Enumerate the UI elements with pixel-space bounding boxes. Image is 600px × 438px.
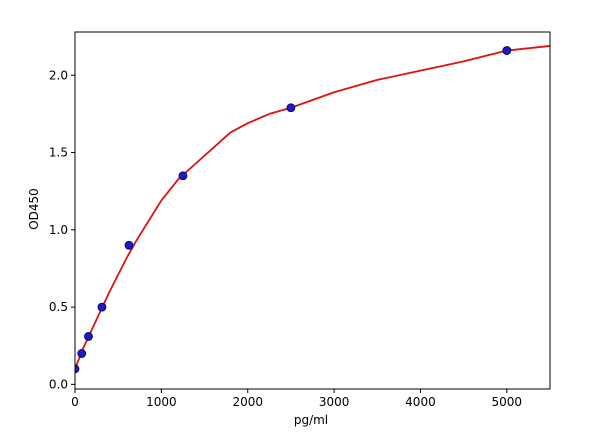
y-axis-label: OD450 [27,188,41,230]
x-tick-label: 3000 [319,395,350,409]
plot-frame [74,31,551,390]
data-point [84,332,93,341]
data-point [286,103,296,113]
fit-curve-line [75,45,550,370]
x-tick-label: 2000 [232,395,263,409]
y-tick-label: 1.5 [49,146,68,160]
x-tick-label: 0 [71,395,79,409]
y-tick-label: 1.0 [49,223,68,237]
x-tick-label: 1000 [146,395,177,409]
data-point [178,171,188,181]
y-tick-label: 2.0 [49,68,68,82]
data-point [97,302,107,312]
data-point [124,240,134,250]
y-tick-label: 0.0 [49,377,68,391]
x-axis-label: pg/ml [294,413,328,427]
data-point [77,349,87,358]
data-point [502,46,512,55]
axes: 0 1000 2000 3000 4000 5000 0.0 0.5 1.0 1.5 2.0 [49,31,551,409]
data-point [75,364,80,374]
y-tick-label: 0.5 [49,300,68,314]
x-tick-label: 4000 [405,395,436,409]
x-tick-label: 5000 [492,395,523,409]
plot-area [75,45,550,374]
